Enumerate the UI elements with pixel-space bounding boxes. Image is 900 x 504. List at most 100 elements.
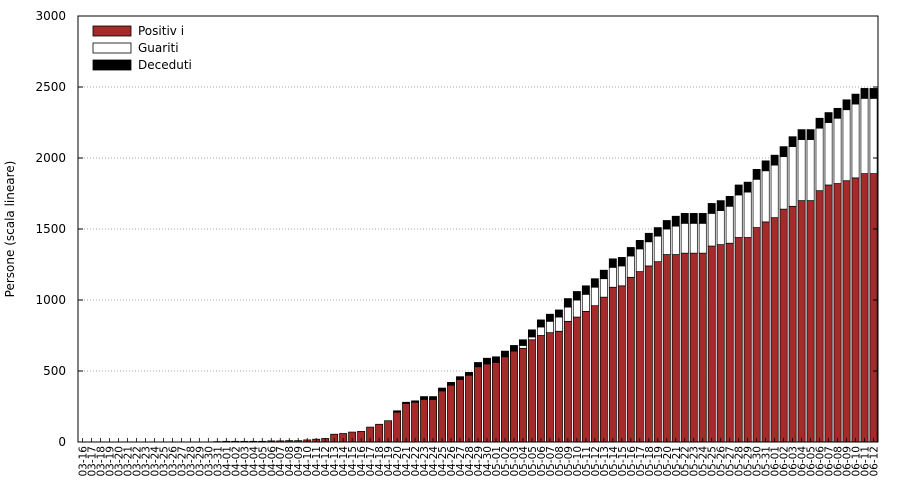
bar-segment-deceduti xyxy=(707,203,716,214)
bar-segment-guariti xyxy=(653,235,662,263)
bar-segment-positivi xyxy=(626,276,635,443)
bar-segment-deceduti xyxy=(788,136,797,147)
legend-label: Positiv i xyxy=(138,24,184,38)
bar-segment-guariti xyxy=(788,146,797,207)
bar-segment-deceduti xyxy=(833,107,842,119)
bar-segment-guariti xyxy=(644,241,653,267)
bar-segment-deceduti xyxy=(806,129,815,140)
bar-segment-deceduti xyxy=(752,169,761,180)
bar-segment-deceduti xyxy=(545,313,554,322)
bar-segment-deceduti xyxy=(869,88,878,99)
x-tick-label: 05-02 xyxy=(500,446,512,477)
y-tick-label: 1500 xyxy=(35,222,66,236)
x-tick-label: 04-21 xyxy=(401,446,413,477)
x-tick-label: 04-18 xyxy=(374,446,386,477)
bar-segment-positivi xyxy=(456,379,464,443)
bar-segment-deceduti xyxy=(483,357,491,365)
bar-segment-deceduti xyxy=(393,410,402,413)
bar-segment-positivi xyxy=(698,252,707,443)
bar-segment-guariti xyxy=(833,117,842,184)
x-tick-label: 03-21 xyxy=(122,446,134,477)
x-tick-label: 04-06 xyxy=(266,446,278,477)
bar-segment-positivi xyxy=(590,305,599,443)
x-tick-label: 06-11 xyxy=(860,446,872,477)
bar-segment-guariti xyxy=(770,164,779,218)
x-tick-label: 05-01 xyxy=(491,446,503,477)
x-tick-label: 04-02 xyxy=(230,446,242,477)
y-tick-label: 2500 xyxy=(35,80,66,94)
x-tick-label: 04-23 xyxy=(419,446,431,477)
bar-segment-deceduti xyxy=(644,232,653,243)
x-tick-label: 04-05 xyxy=(257,446,269,477)
x-tick-label: 04-12 xyxy=(320,446,332,477)
y-tick-label: 2000 xyxy=(35,151,66,165)
x-tick-label: 05-26 xyxy=(716,446,728,477)
bar-segment-positivi xyxy=(572,316,581,443)
x-tick-label: 05-03 xyxy=(509,446,521,477)
bar-segment-guariti xyxy=(626,255,635,278)
bar-segment-positivi xyxy=(438,390,446,443)
x-tick-label: 04-27 xyxy=(455,446,467,477)
bar-segment-guariti xyxy=(761,170,770,223)
x-tick-label: 04-14 xyxy=(338,446,350,477)
x-tick-label: 03-18 xyxy=(95,446,107,477)
x-tick-label: 05-12 xyxy=(590,446,602,477)
bar-segment-guariti xyxy=(869,98,878,174)
x-tick-label: 05-08 xyxy=(554,446,566,477)
bar-segment-positivi xyxy=(492,362,500,443)
bar-segment-deceduti xyxy=(860,88,869,99)
bar-segment-deceduti xyxy=(824,112,833,123)
bar-segment-guariti xyxy=(815,127,824,192)
legend-label: Deceduti xyxy=(138,58,192,72)
x-tick-label: 04-11 xyxy=(311,446,323,477)
bar-segment-deceduti xyxy=(617,257,626,267)
x-tick-label: 03-22 xyxy=(131,446,143,477)
x-tick-label: 06-07 xyxy=(824,446,836,477)
legend: Positiv i Guariti Deceduti xyxy=(92,24,192,72)
x-tick-label: 04-28 xyxy=(464,446,476,477)
bar-segment-deceduti xyxy=(411,400,420,403)
y-tick-label: 500 xyxy=(43,364,66,378)
bar-segment-positivi xyxy=(833,183,842,443)
bar-segment-guariti xyxy=(743,191,752,238)
x-tick-label: 03-26 xyxy=(167,446,179,477)
bar-segment-guariti xyxy=(797,139,806,201)
x-tick-label: 05-24 xyxy=(698,446,710,477)
bar-segment-deceduti xyxy=(429,396,438,400)
x-tick-label: 06-01 xyxy=(770,446,782,477)
bar-segment-positivi xyxy=(842,180,851,443)
bar-segment-guariti xyxy=(662,228,671,255)
bar-segment-positivi xyxy=(770,217,779,443)
x-tick-label: 03-29 xyxy=(194,446,206,477)
bar-segment-deceduti xyxy=(465,372,473,376)
bar-segment-positivi xyxy=(689,252,698,443)
bar-segment-positivi xyxy=(518,347,527,443)
x-tick-label: 04-26 xyxy=(446,446,458,477)
x-tick-label: 04-03 xyxy=(239,446,251,477)
bar-segment-positivi xyxy=(420,399,429,443)
bar-segment-positivi xyxy=(860,173,869,443)
bar-segment-guariti xyxy=(680,222,689,254)
x-tick-label: 04-29 xyxy=(473,446,485,477)
bar-segment-deceduti xyxy=(842,99,851,111)
bar-segment-positivi xyxy=(536,335,545,443)
bar-segment-guariti xyxy=(671,225,680,255)
bar-segment-deceduti xyxy=(518,339,527,346)
bar-segment-guariti xyxy=(716,210,725,245)
bar-segment-guariti xyxy=(545,320,554,334)
legend-swatch xyxy=(92,42,132,54)
bar-segment-positivi xyxy=(465,374,473,443)
bar-segment-positivi xyxy=(671,254,680,443)
x-tick-label: 04-30 xyxy=(482,446,494,477)
bar-segment-positivi xyxy=(617,285,626,443)
x-tick-label: 05-20 xyxy=(662,446,674,477)
x-tick-label: 06-04 xyxy=(797,446,809,477)
bar-segment-positivi xyxy=(779,208,788,443)
bar-segment-guariti xyxy=(725,205,734,244)
bar-segment-positivi xyxy=(707,245,716,443)
bar-segment-positivi xyxy=(554,330,563,443)
x-tick-label: 06-06 xyxy=(815,446,827,477)
bar-segment-deceduti xyxy=(635,240,644,250)
